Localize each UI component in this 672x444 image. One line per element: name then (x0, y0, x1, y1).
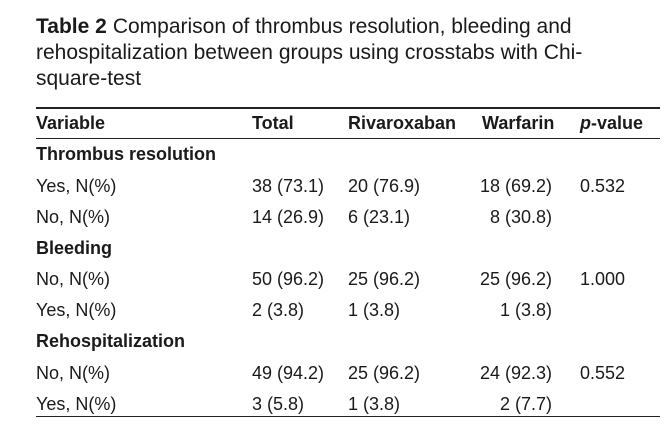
row-rivaroxaban: 25 (96.2) (348, 269, 421, 289)
row-warfarin: 18 (69.2) (479, 176, 552, 196)
row-warfarin: 8 (30.8) (489, 207, 552, 227)
row-rivaroxaban: 1 (3.8) (348, 394, 401, 414)
row-variable: Yes, N(%) (36, 176, 117, 196)
header-variable: Variable (36, 113, 106, 133)
bottom-rule (36, 416, 660, 417)
header-total: Total (252, 113, 294, 133)
row-total: 49 (94.2) (252, 363, 325, 383)
row-warfarin: 25 (96.2) (479, 269, 552, 289)
row-pvalue: 0.552 (580, 363, 626, 383)
group-title: Rehospitalization (36, 331, 186, 351)
row-warfarin: 1 (3.8) (499, 300, 552, 320)
row-total: 38 (73.1) (252, 176, 325, 196)
row-pvalue: 0.532 (580, 176, 626, 196)
table-caption: Table 2 Comparison of thrombus resolution… (36, 14, 636, 92)
row-variable: No, N(%) (36, 207, 111, 227)
row-rivaroxaban: 20 (76.9) (348, 176, 421, 196)
group-title: Thrombus resolution (36, 144, 216, 164)
caption-label: Table 2 (36, 15, 107, 38)
header-rule (36, 138, 660, 139)
row-total: 50 (96.2) (252, 269, 325, 289)
row-variable: Yes, N(%) (36, 300, 117, 320)
top-rule (36, 107, 660, 109)
header-pvalue-p: p (580, 113, 591, 133)
header-pvalue-suffix: -value (591, 113, 644, 133)
row-variable: Yes, N(%) (36, 394, 117, 414)
header-pvalue: p-value (580, 112, 643, 134)
caption-text: Comparison of thrombus resolution, bleed… (36, 15, 583, 90)
group-title: Bleeding (36, 238, 113, 258)
row-variable: No, N(%) (36, 363, 111, 383)
row-variable: No, N(%) (36, 269, 111, 289)
row-rivaroxaban: 1 (3.8) (348, 300, 401, 320)
row-rivaroxaban: 6 (23.1) (348, 207, 411, 227)
row-warfarin: 2 (7.7) (499, 394, 552, 414)
header-rivaroxaban: Rivaroxaban (348, 113, 457, 133)
row-total: 3 (5.8) (252, 394, 305, 414)
row-rivaroxaban: 25 (96.2) (348, 363, 421, 383)
row-pvalue: 1.000 (580, 269, 626, 289)
row-total: 14 (26.9) (252, 207, 325, 227)
row-total: 2 (3.8) (252, 300, 305, 320)
header-warfarin: Warfarin (482, 113, 555, 133)
row-warfarin: 24 (92.3) (479, 363, 552, 383)
